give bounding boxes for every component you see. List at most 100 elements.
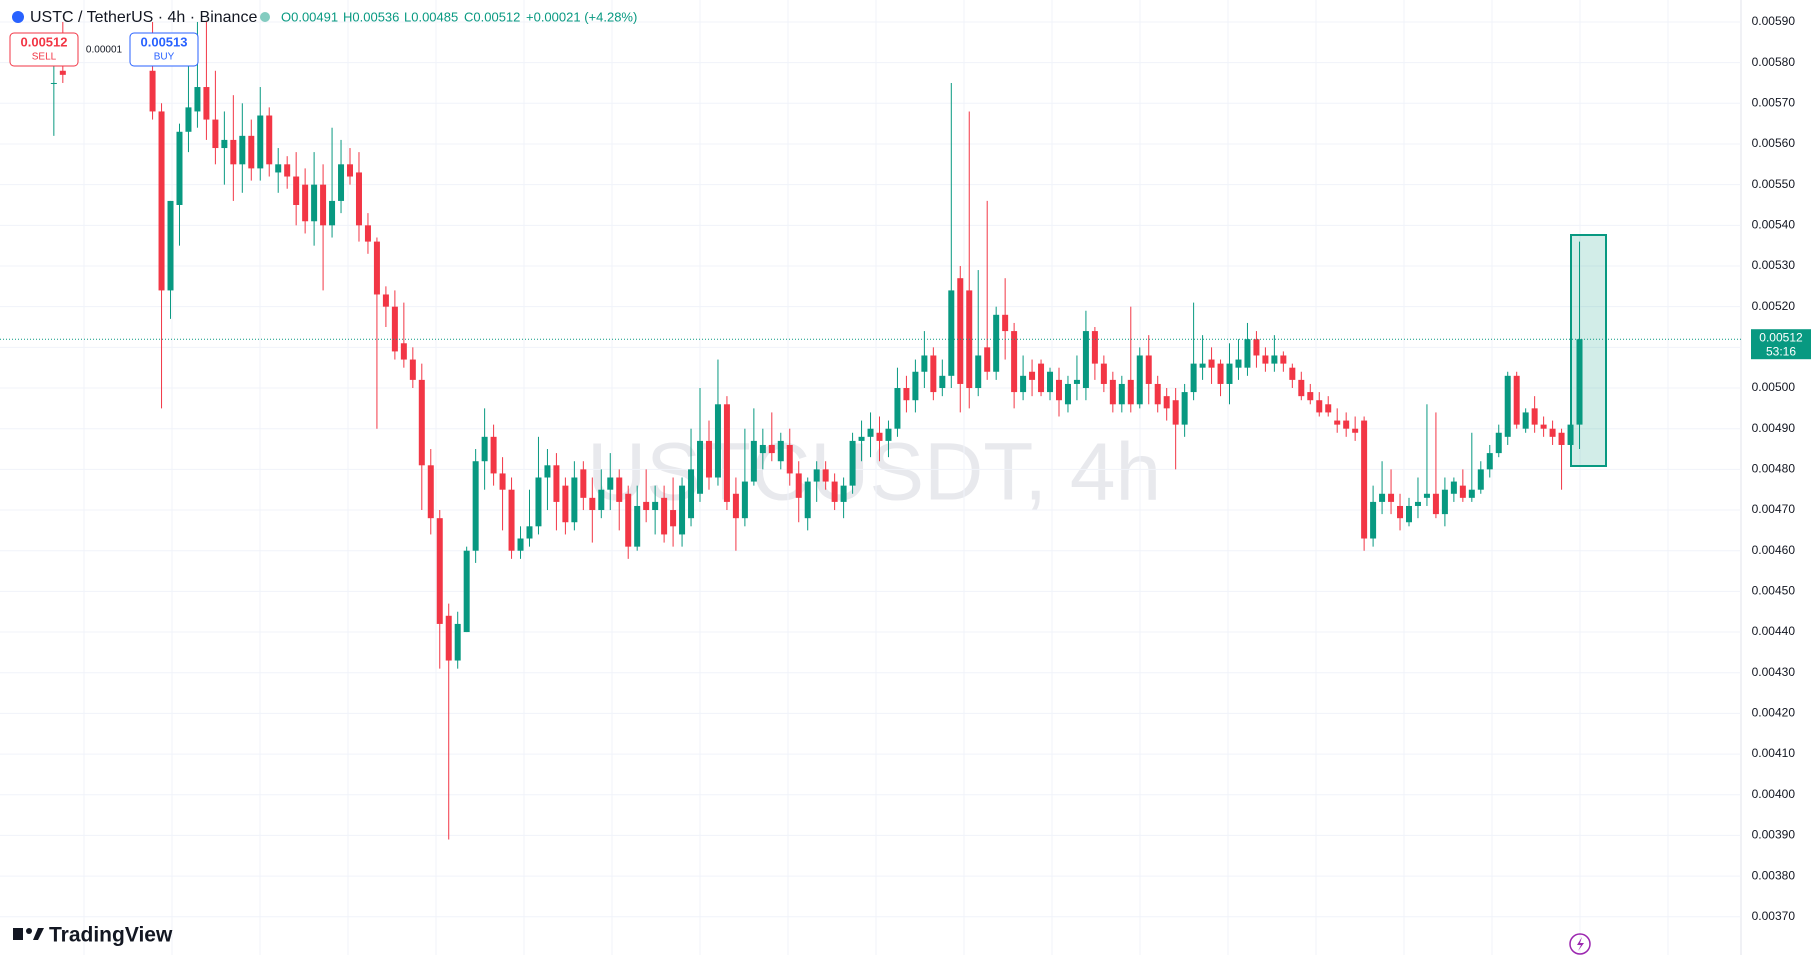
- y-tick-label: 0.00470: [1752, 502, 1796, 516]
- candle-body: [634, 505, 641, 547]
- candle-body: [1226, 363, 1233, 384]
- candle-body: [984, 347, 991, 372]
- candle-body: [1513, 375, 1520, 425]
- ohlc-open: O0.00491: [281, 9, 338, 24]
- candle-body: [427, 465, 434, 519]
- candle-body: [526, 526, 533, 539]
- brand-name[interactable]: TradingView: [49, 924, 173, 947]
- candle-body: [1091, 331, 1098, 364]
- buy-button[interactable]: [129, 32, 199, 67]
- candle-body: [876, 432, 883, 441]
- candle-body: [697, 440, 704, 494]
- candle-body: [203, 87, 210, 120]
- candle-body: [167, 200, 174, 291]
- candle-body: [858, 436, 865, 441]
- candle-body: [732, 493, 739, 519]
- y-tick-label: 0.00560: [1752, 136, 1796, 150]
- candle-body: [768, 444, 775, 454]
- candle-body: [777, 440, 784, 462]
- y-tick-label: 0.00590: [1752, 14, 1796, 28]
- candle-body: [804, 481, 811, 519]
- candle-body: [912, 371, 919, 401]
- candle-body: [1558, 432, 1565, 445]
- candle-body: [822, 469, 829, 482]
- y-tick-label: 0.00490: [1752, 421, 1796, 435]
- candle-body: [921, 355, 928, 372]
- candle-body: [382, 294, 389, 307]
- candle-body: [643, 501, 650, 511]
- candle-body: [1253, 339, 1260, 356]
- candle-body: [1244, 339, 1251, 368]
- candle-body: [50, 82, 57, 84]
- candle-body: [679, 485, 686, 535]
- candle-body: [930, 355, 937, 393]
- candle-body: [347, 164, 354, 177]
- candle-body: [1379, 493, 1386, 502]
- candle-body: [1522, 412, 1529, 429]
- candle-body: [885, 428, 892, 441]
- alert-icon[interactable]: [1569, 933, 1591, 955]
- candle-body: [194, 87, 201, 112]
- candle-body: [1163, 396, 1170, 409]
- candle-body: [1073, 379, 1080, 384]
- candle-body: [1423, 493, 1430, 498]
- candle-body: [409, 359, 416, 380]
- candle-body: [535, 477, 542, 527]
- buy-label: BUY: [154, 52, 175, 63]
- candle-body: [1459, 485, 1466, 498]
- candle-body: [670, 510, 677, 527]
- candle-body: [616, 477, 623, 502]
- candle-body: [1388, 493, 1395, 502]
- candle-body: [1468, 489, 1475, 498]
- candle-body: [1172, 400, 1179, 425]
- y-tick-label: 0.00570: [1752, 95, 1796, 109]
- sell-button[interactable]: [9, 32, 79, 67]
- candle-body: [1127, 379, 1134, 405]
- candle-body: [1235, 359, 1242, 368]
- candle-body: [364, 225, 371, 242]
- candle-body: [1118, 383, 1125, 405]
- candle-body: [831, 481, 838, 502]
- candle-body: [544, 465, 551, 478]
- candle-body: [598, 489, 605, 511]
- candle-body: [293, 176, 300, 205]
- candle-body: [472, 461, 479, 551]
- candle-body: [625, 493, 632, 547]
- candle-body: [1531, 408, 1538, 425]
- candle-body: [239, 135, 246, 165]
- candle-body: [903, 388, 910, 401]
- candle-body: [1441, 489, 1448, 515]
- candle-body: [499, 473, 506, 490]
- candle-body: [158, 111, 165, 291]
- candle-body: [589, 497, 596, 511]
- candle-body: [1011, 331, 1018, 393]
- candle-body: [517, 538, 524, 551]
- candle-body: [1477, 469, 1484, 490]
- candle-body: [1271, 355, 1278, 364]
- candle-body: [1450, 481, 1457, 494]
- status-dot: [260, 12, 270, 22]
- candle-body: [750, 440, 757, 482]
- candle-body: [723, 404, 730, 502]
- candle-body: [284, 164, 291, 177]
- y-tick-label: 0.00550: [1752, 177, 1796, 191]
- candle-body: [454, 623, 461, 661]
- candle-body: [786, 444, 793, 474]
- candle-body: [1047, 371, 1054, 393]
- candle-body: [1325, 404, 1332, 413]
- candle-body: [1029, 371, 1036, 380]
- candle-body: [59, 70, 66, 75]
- candle-body: [1055, 379, 1062, 401]
- candle-body: [400, 343, 407, 360]
- candle-body: [741, 481, 748, 519]
- candle-body: [571, 477, 578, 523]
- candle-body: [1316, 400, 1323, 413]
- candle-body: [1414, 501, 1421, 506]
- candle-body: [840, 485, 847, 502]
- candle-body: [320, 184, 327, 226]
- candle-body: [1217, 363, 1224, 384]
- candle-body: [849, 440, 856, 486]
- candle-body: [1208, 359, 1215, 368]
